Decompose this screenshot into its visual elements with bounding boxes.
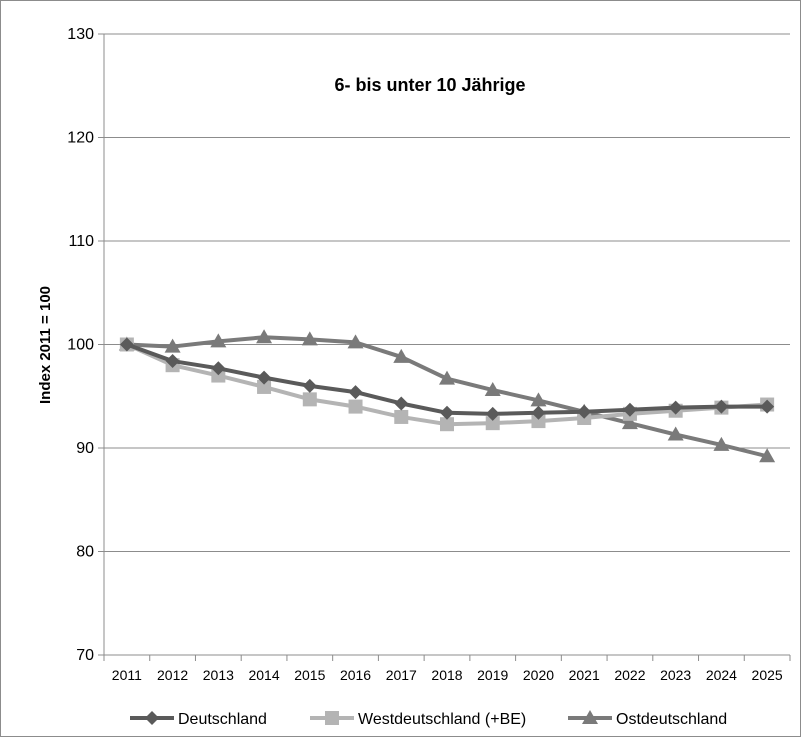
- point-ostdeutschland-2025: [759, 448, 776, 463]
- point-ostdeutschland-2024: [713, 436, 730, 451]
- point-ostdeutschland-2018: [439, 370, 455, 385]
- x-tick-label-2019: 2019: [477, 667, 508, 683]
- x-tick-label-2012: 2012: [157, 667, 188, 683]
- point-deutschland-2018: [440, 405, 454, 420]
- x-tick-label-2024: 2024: [706, 667, 737, 683]
- y-tick-label-110: 110: [68, 233, 94, 250]
- point-deutschland-2025: [760, 399, 775, 414]
- chart-title: 6- bis unter 10 Jährige: [334, 75, 525, 95]
- point-westdeutschland-be-2014: [257, 379, 272, 394]
- legend-marker-westdeutschland-be: [325, 711, 339, 725]
- x-tick-labels: 2011 2012 2013 2014 2015 2016 2017 2018 2019 2020…: [112, 667, 783, 683]
- point-deutschland-2020: [531, 405, 546, 420]
- y-axis-label: Index 2011 = 100: [37, 286, 54, 404]
- x-tick-label-2011: 2011: [112, 667, 142, 683]
- point-deutschland-2016: [348, 385, 363, 400]
- point-deutschland-2011: [119, 337, 134, 352]
- y-tick-label-130: 130: [67, 26, 94, 43]
- point-ostdeutschland-2016: [347, 334, 364, 349]
- legend-label-deutschland: Deutschland: [178, 711, 267, 728]
- y-tick-label-120: 120: [67, 130, 94, 147]
- point-deutschland-2023: [668, 400, 683, 415]
- x-tick-label-2018: 2018: [431, 667, 462, 683]
- point-westdeutschland-be-2019: [485, 416, 500, 431]
- x-tick-label-2016: 2016: [340, 667, 371, 683]
- series-group: [118, 329, 776, 463]
- y-tick-label-70: 70: [76, 647, 94, 664]
- point-ostdeutschland-2017: [393, 348, 410, 363]
- x-tick-label-2025: 2025: [752, 667, 783, 683]
- point-deutschland-2014: [257, 370, 272, 385]
- point-westdeutschland-be-2015: [302, 392, 317, 407]
- x-tick-label-2021: 2021: [569, 667, 600, 683]
- point-ostdeutschland-2019: [484, 382, 501, 397]
- point-ostdeutschland-2012: [164, 338, 181, 353]
- x-tick-label-2022: 2022: [614, 667, 645, 683]
- x-tick-label-2020: 2020: [523, 667, 554, 683]
- legend: Deutschland Westdeutschland (+BE) Ostdeuts…: [130, 710, 727, 728]
- x-tick-label-2017: 2017: [386, 667, 417, 683]
- point-deutschland-2017: [394, 396, 409, 411]
- point-westdeutschland-be-2020: [531, 414, 546, 429]
- y-tick-label-90: 90: [76, 440, 94, 457]
- y-tick-label-80: 80: [76, 544, 94, 561]
- point-ostdeutschland-2022: [621, 415, 638, 430]
- legend-label-westdeutschland-be: Westdeutschland (+BE): [358, 711, 526, 728]
- point-westdeutschland-be-2016: [348, 399, 363, 414]
- point-ostdeutschland-2015: [301, 331, 318, 346]
- point-deutschland-2024: [714, 399, 729, 414]
- point-westdeutschland-be-2017: [394, 409, 409, 424]
- legend-marker-ostdeutschland: [582, 710, 598, 724]
- point-deutschland-2012: [165, 354, 180, 369]
- point-ostdeutschland-2014: [256, 329, 273, 344]
- point-deutschland-2021: [577, 404, 592, 419]
- legend-marker-deutschland: [145, 711, 159, 725]
- point-ostdeutschland-2020: [530, 392, 547, 407]
- x-tick-label-2014: 2014: [248, 667, 279, 683]
- legend-label-ostdeutschland: Ostdeutschland: [616, 711, 727, 728]
- x-tick-label-2023: 2023: [660, 667, 691, 683]
- point-ostdeutschland-2023: [667, 426, 684, 441]
- point-deutschland-2015: [302, 378, 317, 393]
- y-tick-label-100: 100: [67, 337, 94, 354]
- gridlines: [104, 33, 790, 552]
- point-westdeutschland-be-2013: [211, 368, 226, 383]
- point-deutschland-2022: [622, 402, 637, 417]
- point-westdeutschland-be-2018: [440, 417, 454, 432]
- y-tick-labels: 70 80 90 100 110 120 130: [67, 26, 94, 664]
- point-deutschland-2019: [485, 406, 500, 421]
- point-deutschland-2013: [211, 361, 226, 376]
- x-tick-label-2013: 2013: [203, 667, 234, 683]
- axes: [98, 33, 791, 661]
- point-ostdeutschland-2013: [210, 333, 227, 348]
- x-tick-label-2015: 2015: [294, 667, 325, 683]
